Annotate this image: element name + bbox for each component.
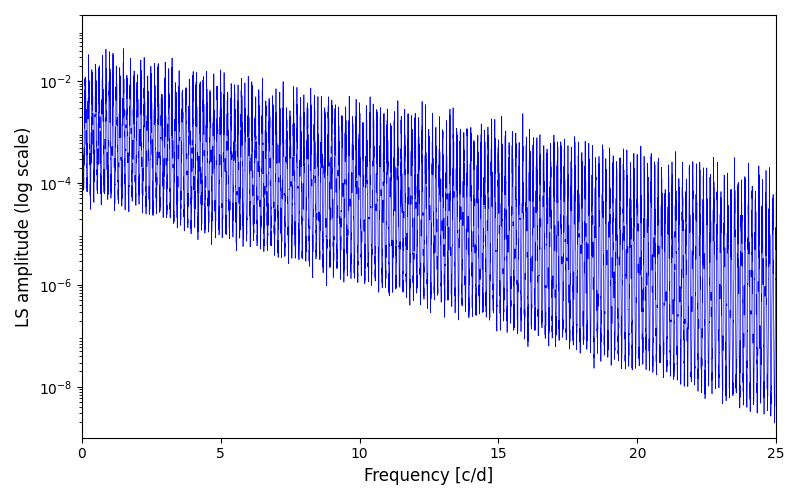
X-axis label: Frequency [c/d]: Frequency [c/d] xyxy=(364,467,494,485)
Y-axis label: LS amplitude (log scale): LS amplitude (log scale) xyxy=(15,126,33,326)
